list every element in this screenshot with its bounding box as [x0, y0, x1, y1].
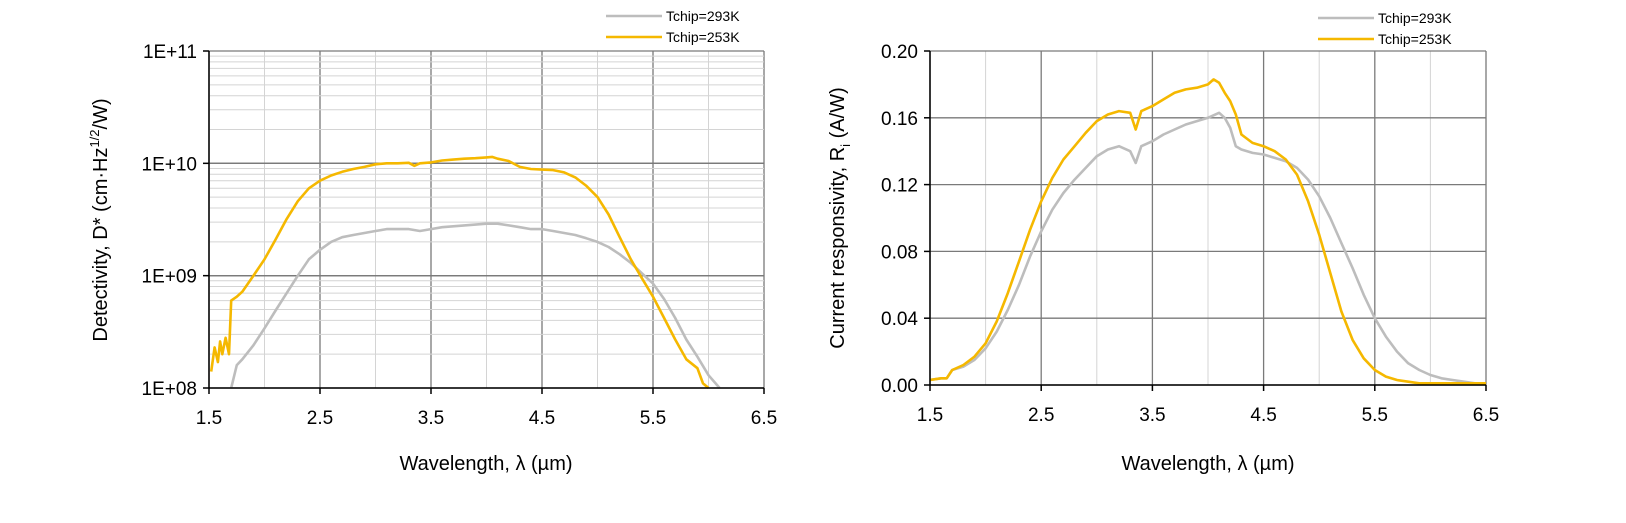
responsivity-chart: 1.5 2.5 3.5 4.5 5.5 6.5 0.00 0.04 0.08 0.12 0.16 0.…: [827, 10, 1499, 475]
responsivity-series-293k-line: [930, 111, 1486, 385]
responsivity-axes: [924, 50, 1487, 391]
y-tick-label: 0.00: [881, 376, 918, 397]
responsivity-series-253k-line: [930, 78, 1486, 385]
detectivity-tick-labels: 1.5 2.5 3.5 4.5 5.5 6.5 1E+08 1E+09 1E+10 1E+11: [142, 42, 778, 429]
y-tick-label: 0.20: [881, 42, 918, 63]
detectivity-series-293k-line: [229, 222, 721, 389]
detectivity-plot-lines: [209, 155, 721, 389]
detectivity-y-axis-title: Detectivity, D* (cm·Hz1/2/W): [87, 98, 112, 341]
x-tick-label: 4.5: [1250, 405, 1276, 426]
x-tick-label: 6.5: [1473, 405, 1499, 426]
y-tick-label: 0.08: [881, 242, 918, 263]
x-tick-label: 1.5: [917, 405, 943, 426]
x-tick-label: 2.5: [307, 408, 333, 429]
y-tick-label: 0.16: [881, 109, 918, 130]
y-tick-label: 0.12: [881, 176, 918, 197]
detectivity-axes: [203, 50, 765, 394]
y-tick-label: 1E+11: [143, 42, 197, 63]
x-tick-label: 5.5: [640, 408, 666, 429]
detectivity-grid: [208, 50, 765, 389]
responsivity-x-axis-title: Wavelength, λ (µm): [1121, 453, 1294, 475]
detectivity-chart: 1.5 2.5 3.5 4.5 5.5 6.5 1E+08 1E+09 1E+10 1E+11 W…: [87, 8, 777, 475]
responsivity-y-axis-title: Current responsivity, Ri (A/W): [827, 87, 853, 348]
y-tick-label: 0.04: [881, 309, 918, 330]
x-tick-label: 6.5: [751, 408, 777, 429]
y-tick-label: 1E+09: [142, 267, 197, 288]
x-tick-label: 1.5: [196, 408, 222, 429]
x-tick-label: 4.5: [529, 408, 555, 429]
x-tick-label: 2.5: [1028, 405, 1054, 426]
responsivity-tick-labels: 1.5 2.5 3.5 4.5 5.5 6.5 0.00 0.04 0.08 0.12 0.16 0.…: [881, 42, 1499, 426]
responsivity-legend: Tchip=293K Tchip=253K: [1318, 10, 1452, 47]
responsivity-plot-lines: [930, 78, 1486, 385]
detectivity-series-253k-line: [209, 155, 710, 389]
responsivity-grid: [929, 50, 1487, 386]
y-tick-label: 1E+10: [142, 154, 197, 175]
detectivity-legend: Tchip=293K Tchip=253K: [606, 8, 740, 45]
x-tick-label: 3.5: [418, 408, 444, 429]
legend-label-293k: Tchip=293K: [666, 8, 740, 24]
x-tick-label: 3.5: [1139, 405, 1165, 426]
x-tick-label: 5.5: [1362, 405, 1388, 426]
y-tick-label: 1E+08: [142, 379, 197, 400]
detectivity-x-axis-title: Wavelength, λ (µm): [399, 453, 572, 475]
legend-label-253k: Tchip=253K: [1378, 31, 1452, 47]
legend-label-293k: Tchip=293K: [1378, 10, 1452, 26]
legend-label-253k: Tchip=253K: [666, 29, 740, 45]
